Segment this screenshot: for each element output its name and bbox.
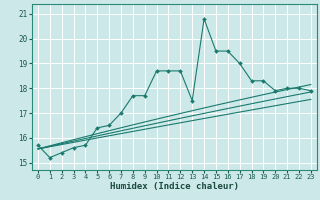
X-axis label: Humidex (Indice chaleur): Humidex (Indice chaleur): [110, 182, 239, 191]
